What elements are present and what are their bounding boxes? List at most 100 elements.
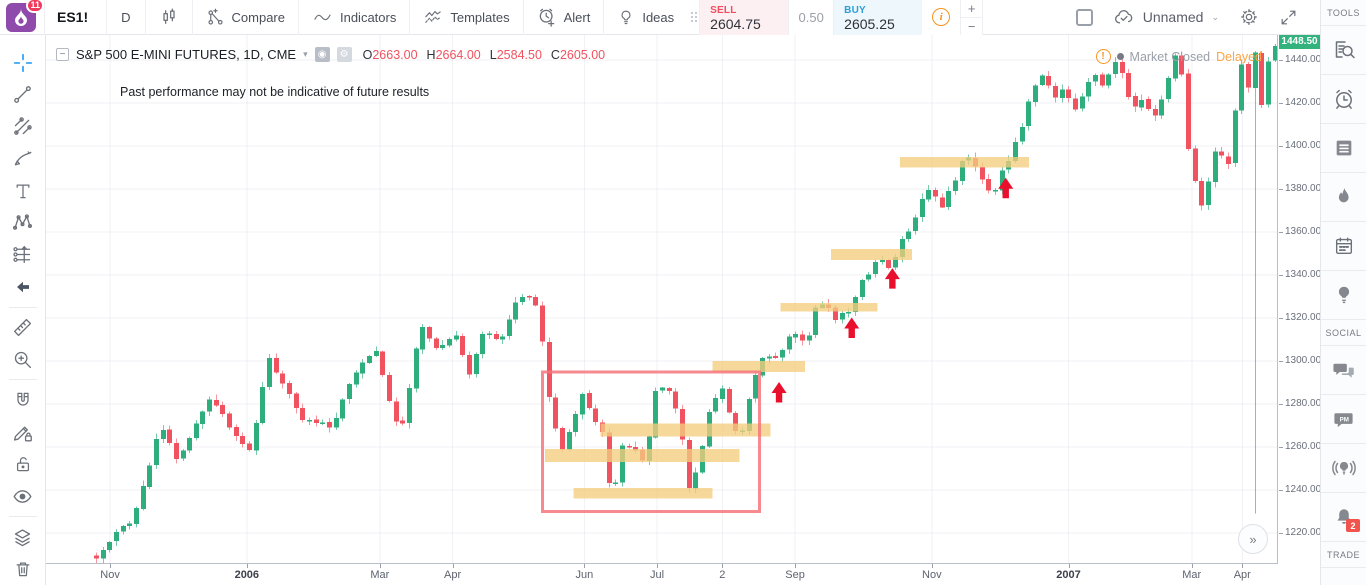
alert-button[interactable]: Alert xyxy=(524,0,604,35)
time-tick-label: 2006 xyxy=(234,569,260,581)
data-window-button[interactable] xyxy=(1321,124,1366,173)
series-settings-icon[interactable]: ⚙ xyxy=(336,47,352,62)
indicators-button[interactable]: Indicators xyxy=(299,0,409,35)
divider xyxy=(191,0,193,35)
brush-icon xyxy=(14,151,32,166)
magnet-tool[interactable] xyxy=(0,384,46,416)
brush-tool[interactable] xyxy=(0,143,46,175)
public-chats-button[interactable] xyxy=(1321,346,1366,395)
fullscreen-button[interactable] xyxy=(1271,0,1306,35)
order-panel-drag-handle[interactable] xyxy=(689,0,699,35)
time-tick-label: Mar xyxy=(370,569,390,581)
chart-properties-button[interactable] xyxy=(1231,0,1267,35)
topbar-right-cluster: Unnamed ⌄ xyxy=(1068,0,1320,35)
candlestick-plot[interactable] xyxy=(46,35,1278,563)
chart-area: − S&P 500 E-MINI FUTURES, 1D, CME ▾ ◉ ⚙ … xyxy=(46,34,1322,585)
price-tick-label: 1440.00 xyxy=(1278,54,1322,65)
delayed-label[interactable]: Delayed xyxy=(1216,49,1262,64)
indicators-label: Indicators xyxy=(339,9,397,25)
alerts-manager-button[interactable] xyxy=(1321,75,1366,124)
crosshair-tool[interactable] xyxy=(0,47,46,79)
qty-plus-button[interactable]: + xyxy=(961,0,983,18)
symbol-button[interactable]: ES1! xyxy=(45,0,106,35)
ideas-button[interactable]: Ideas xyxy=(604,0,687,35)
lock-all-tool[interactable] xyxy=(0,448,46,480)
source-toggle-icon[interactable]: ◉ xyxy=(314,47,330,62)
crosshair-icon xyxy=(13,53,32,73)
sell-button[interactable]: SELL 2604.75 xyxy=(700,0,789,35)
price-tick-label: 1240.00 xyxy=(1278,484,1322,495)
drawing-toolbar xyxy=(0,35,46,585)
time-tick-label: Sep xyxy=(785,569,805,581)
time-tick-label: Apr xyxy=(443,569,462,581)
sell-price: 2604.75 xyxy=(710,15,761,32)
compare-button[interactable]: Compare xyxy=(193,0,298,35)
time-tick-label: 2 xyxy=(719,569,726,581)
stock-screener-button[interactable] xyxy=(1321,26,1366,75)
templates-label: Templates xyxy=(450,9,510,25)
chart-title[interactable]: S&P 500 E-MINI FUTURES, 1D, CME xyxy=(76,47,297,62)
back-tool[interactable] xyxy=(0,271,46,303)
ideas-stream-button[interactable] xyxy=(1321,271,1366,320)
scroll-to-realtime-button[interactable]: » xyxy=(1238,524,1268,554)
save-layout-button[interactable]: Unnamed ⌄ xyxy=(1105,0,1227,35)
divider xyxy=(8,516,37,518)
hotlists-button[interactable] xyxy=(1321,173,1366,222)
price-tick-label: 1400.00 xyxy=(1278,140,1322,151)
private-message-icon: PM xyxy=(1334,412,1353,427)
measure-tool[interactable] xyxy=(0,312,46,344)
zoom-in-tool[interactable] xyxy=(0,343,46,375)
templates-button[interactable]: Templates xyxy=(410,0,522,35)
data-window-icon xyxy=(1336,140,1351,156)
divider xyxy=(297,0,299,35)
gann-fib-tool[interactable] xyxy=(0,111,46,143)
fullscreen-icon xyxy=(1281,10,1296,24)
right-sidebar: TOOLS xyxy=(1320,0,1366,585)
app-logo[interactable]: 11 xyxy=(6,0,44,32)
screener-icon xyxy=(1335,41,1355,59)
sell-label: SELL xyxy=(710,4,737,16)
text-tool[interactable] xyxy=(0,175,46,207)
time-axis[interactable]: Nov 2006 Mar Apr Jun Jul 2 Sep Nov 2007 Mar Apr xyxy=(46,563,1278,585)
high-label: H xyxy=(426,47,436,62)
qty-minus-button[interactable]: − xyxy=(961,17,983,35)
time-tick xyxy=(110,564,111,568)
order-info-button[interactable]: i xyxy=(922,0,961,35)
drawing-lock-tool[interactable] xyxy=(0,416,46,448)
object-tree-tool[interactable] xyxy=(0,521,46,553)
private-chats-button[interactable]: PM xyxy=(1321,395,1366,444)
trend-line-tool[interactable] xyxy=(0,79,46,111)
market-closed-label: Market Closed xyxy=(1129,49,1211,64)
spread-value: 0.50 xyxy=(788,0,835,35)
hide-drawings-tool[interactable] xyxy=(0,480,46,512)
remove-drawings-tool[interactable] xyxy=(0,553,46,585)
xabcd-pattern-tool[interactable] xyxy=(0,207,46,239)
notifications-button[interactable]: 2 xyxy=(1321,493,1366,542)
close-value: 2605.00 xyxy=(559,47,606,62)
calendar-button[interactable] xyxy=(1321,222,1366,271)
time-tick xyxy=(932,564,933,568)
bulb-icon xyxy=(1338,286,1349,304)
layout-name: Unnamed xyxy=(1142,9,1204,25)
price-axis[interactable]: 1440.00 1420.00 1400.00 1380.00 1360.00 1340.… xyxy=(1278,34,1322,563)
interval-button[interactable]: D xyxy=(107,0,144,35)
warning-icon[interactable]: ! xyxy=(1095,49,1111,64)
xabcd-icon xyxy=(13,214,32,230)
chart-style-button[interactable] xyxy=(146,0,192,35)
time-tick xyxy=(453,564,454,568)
projection-icon xyxy=(13,246,31,264)
eye-icon xyxy=(13,489,32,503)
info-icon: i xyxy=(932,8,951,26)
projection-tool[interactable] xyxy=(0,239,46,271)
price-tick-label: 1260.00 xyxy=(1278,441,1322,452)
streams-button[interactable] xyxy=(1321,444,1366,493)
time-tick-label: Nov xyxy=(100,569,120,581)
legend-collapse-button[interactable]: − xyxy=(56,48,69,61)
select-layout-button[interactable] xyxy=(1068,0,1101,35)
low-value: 2584.50 xyxy=(496,47,542,62)
ruler-icon xyxy=(13,318,32,336)
title-caret-icon[interactable]: ▾ xyxy=(303,49,308,59)
alert-label: Alert xyxy=(563,9,591,25)
buy-button[interactable]: BUY 2605.25 xyxy=(834,0,923,35)
